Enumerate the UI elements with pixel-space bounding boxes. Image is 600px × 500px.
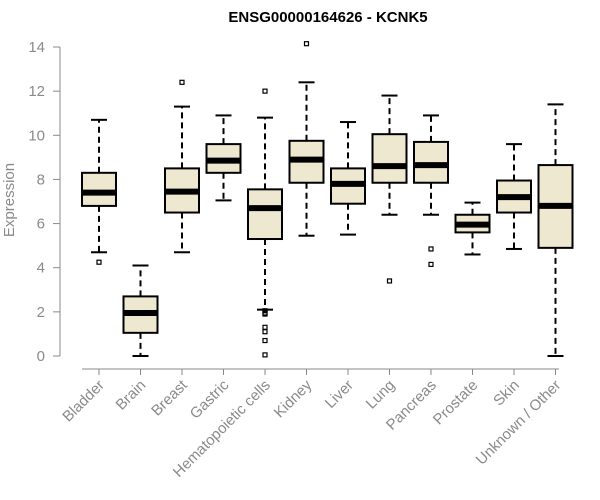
y-tick-label: 12 <box>28 83 45 100</box>
outlier-point <box>428 261 434 268</box>
x-tick-label: Lung <box>363 377 399 413</box>
y-tick-label: 2 <box>37 304 45 321</box>
chart-title: ENSG00000164626 - KCNK5 <box>228 9 427 26</box>
iqr-box <box>247 188 283 241</box>
outlier-point <box>96 259 102 265</box>
y-ticks: 0 2 4 6 8 10 12 14 <box>28 39 60 365</box>
outlier-point <box>179 79 185 85</box>
x-tick-label: Bladder <box>59 377 108 426</box>
box-group <box>371 94 408 284</box>
x-tick-label: Breast <box>148 376 191 419</box>
outlier-point <box>262 329 268 335</box>
x-tick-label: Liver <box>322 377 357 412</box>
box-group <box>454 201 491 256</box>
x-tick-label: Skin <box>490 377 523 410</box>
box-group <box>413 114 449 268</box>
box-group <box>122 264 159 357</box>
outlier-point <box>262 352 268 358</box>
x-tick-label: Kidney <box>271 376 316 421</box>
iqr-box <box>371 133 408 184</box>
outlier-point <box>303 41 310 47</box>
x-tick-label: Prostate <box>430 377 482 429</box>
iqr-box <box>81 171 117 207</box>
y-axis-label: Expression <box>1 163 18 237</box>
boxes <box>81 41 574 358</box>
y-tick-label: 0 <box>37 348 45 365</box>
box-group <box>288 41 325 237</box>
outlier-point <box>428 246 434 252</box>
box-group <box>81 118 117 265</box>
box-group <box>205 114 242 202</box>
box-group <box>164 79 200 254</box>
y-tick-label: 8 <box>37 171 45 188</box>
y-tick-label: 14 <box>28 39 45 56</box>
box-group <box>496 143 532 250</box>
box-group <box>247 88 283 358</box>
outlier-point <box>262 324 268 330</box>
y-tick-label: 10 <box>28 127 45 144</box>
box-group <box>537 103 574 357</box>
box-group <box>330 121 366 236</box>
outlier-point <box>386 278 393 284</box>
outlier-point <box>262 88 268 94</box>
y-tick-label: 4 <box>37 260 45 277</box>
y-tick-label: 6 <box>37 216 45 233</box>
outlier-point <box>262 311 268 317</box>
x-tick-label: Brain <box>113 377 150 414</box>
outlier-point <box>262 337 268 344</box>
